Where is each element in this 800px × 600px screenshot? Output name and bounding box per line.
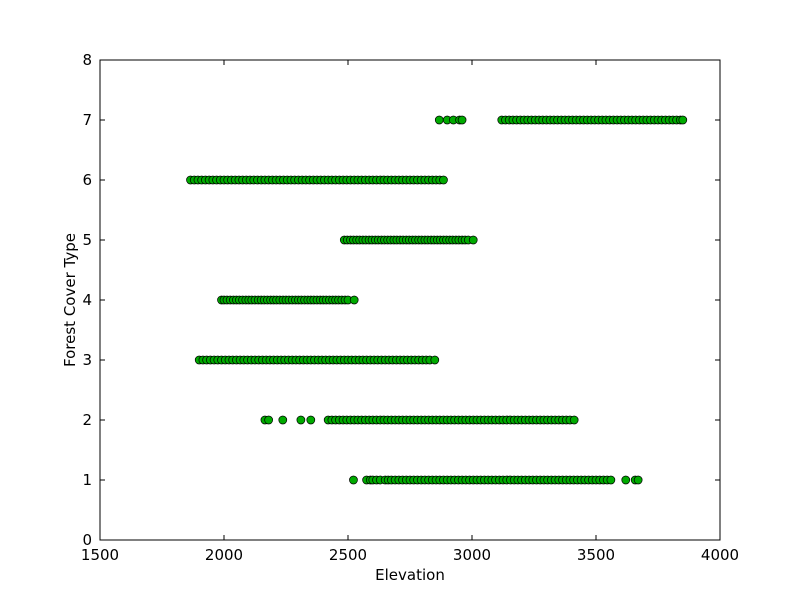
x-tick-label: 3500 bbox=[577, 546, 615, 564]
data-point bbox=[606, 475, 616, 485]
y-axis-label: Forest Cover Type bbox=[61, 233, 79, 367]
x-tick-label: 2500 bbox=[329, 546, 367, 564]
y-tick-label: 4 bbox=[82, 291, 92, 309]
data-point bbox=[278, 415, 288, 425]
data-point bbox=[434, 115, 444, 125]
plot-frame bbox=[99, 59, 721, 541]
x-axis-ticks: 1500 2000 2500 3000 3500 4000 bbox=[81, 60, 739, 564]
data-point bbox=[349, 475, 358, 485]
data-point bbox=[439, 175, 448, 185]
data-point bbox=[296, 415, 306, 425]
x-axis-label: Elevation bbox=[375, 566, 445, 584]
data-point bbox=[621, 475, 631, 485]
x-tick-label: 2000 bbox=[205, 546, 243, 564]
y-tick-label: 3 bbox=[82, 351, 92, 369]
y-axis-ticks: 0 1 2 3 4 5 6 7 8 bbox=[82, 51, 720, 549]
y-tick-label: 1 bbox=[82, 471, 92, 489]
data-point bbox=[633, 475, 643, 485]
y-tick-label: 0 bbox=[82, 531, 92, 549]
data-point bbox=[306, 415, 316, 425]
y-tick-label: 2 bbox=[82, 411, 92, 429]
x-tick-label: 4000 bbox=[701, 546, 739, 564]
y-tick-label: 7 bbox=[82, 111, 92, 129]
y-tick-label: 6 bbox=[82, 171, 92, 189]
x-tick-label: 1500 bbox=[81, 546, 119, 564]
data-point bbox=[678, 115, 688, 125]
x-tick-label: 3000 bbox=[453, 546, 491, 564]
data-point bbox=[349, 295, 359, 305]
y-tick-label: 5 bbox=[82, 231, 92, 249]
data-point bbox=[264, 415, 273, 425]
data-point bbox=[430, 355, 440, 365]
y-tick-label: 8 bbox=[82, 51, 92, 69]
data-point bbox=[569, 415, 579, 425]
data-points bbox=[186, 115, 688, 485]
data-point bbox=[468, 235, 478, 245]
data-point bbox=[457, 115, 467, 125]
